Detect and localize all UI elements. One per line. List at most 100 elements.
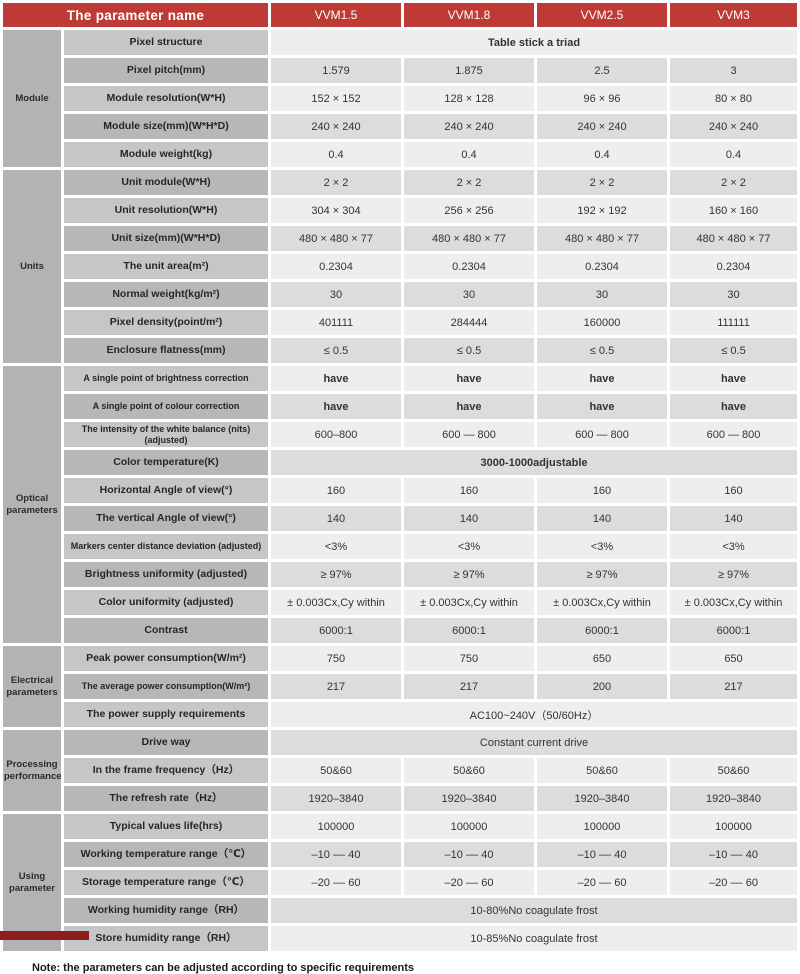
- value-span: 3000-1000adjustable: [271, 450, 797, 475]
- group-label-units: Units: [3, 170, 61, 363]
- value-vvm1.8: <3%: [404, 534, 534, 559]
- value-span: AC100~240V（50/60Hz）: [271, 702, 797, 727]
- value-vvm1.8: 0.4: [404, 142, 534, 167]
- value-vvm1.5: 480 × 480 × 77: [271, 226, 401, 251]
- value-vvm3: 100000: [670, 814, 797, 839]
- value-vvm2.5: 600 — 800: [537, 422, 667, 447]
- group-label-using-parameter: Using parameter: [3, 814, 61, 951]
- value-vvm3: 6000:1: [670, 618, 797, 643]
- value-vvm1.5: 304 × 304: [271, 198, 401, 223]
- value-vvm3: <3%: [670, 534, 797, 559]
- value-vvm2.5: 200: [537, 674, 667, 699]
- value-vvm3: 160 × 160: [670, 198, 797, 223]
- value-vvm1.8: 30: [404, 282, 534, 307]
- value-vvm1.5: ≥ 97%: [271, 562, 401, 587]
- value-vvm1.5: 1920–3840: [271, 786, 401, 811]
- value-vvm1.5: 750: [271, 646, 401, 671]
- model-header-vvm3: VVM3: [670, 3, 797, 27]
- param-label: Contrast: [64, 618, 268, 643]
- value-vvm1.8: 2 × 2: [404, 170, 534, 195]
- param-label: Unit module(W*H): [64, 170, 268, 195]
- value-vvm1.5: –10 –– 40: [271, 842, 401, 867]
- table-row: Working humidity range（RH） 10-80%No coagu…: [3, 898, 797, 923]
- value-vvm1.8: 50&60: [404, 758, 534, 783]
- value-vvm1.8: 750: [404, 646, 534, 671]
- param-label: Drive way: [64, 730, 268, 755]
- value-vvm1.8: 1920–3840: [404, 786, 534, 811]
- value-vvm1.5: 401111: [271, 310, 401, 335]
- value-vvm1.5: <3%: [271, 534, 401, 559]
- table-row: A single point of colour correction have h…: [3, 394, 797, 419]
- value-span: Table stick a triad: [271, 30, 797, 55]
- param-label: Color temperature(K): [64, 450, 268, 475]
- value-vvm3: 480 × 480 × 77: [670, 226, 797, 251]
- value-vvm2.5: 160: [537, 478, 667, 503]
- group-label-processing-performance: Processing performance: [3, 730, 61, 811]
- model-header-vvm1.8: VVM1.8: [404, 3, 534, 27]
- value-vvm3: 30: [670, 282, 797, 307]
- table-row: Storage temperature range（℃） –20 –– 60 –20…: [3, 870, 797, 895]
- value-vvm2.5: 100000: [537, 814, 667, 839]
- table-row: Unit resolution(W*H) 304 × 304 256 × 256 19…: [3, 198, 797, 223]
- value-span: 10-85%No coagulate frost: [271, 926, 797, 951]
- value-vvm3: 140: [670, 506, 797, 531]
- value-vvm1.5: 0.2304: [271, 254, 401, 279]
- table-row: The intensity of the white balance (nits…: [3, 422, 797, 447]
- table-row: Contrast 6000:1 6000:1 6000:1 6000:1: [3, 618, 797, 643]
- value-vvm1.8: have: [404, 366, 534, 391]
- value-vvm1.5: 30: [271, 282, 401, 307]
- value-vvm1.8: 284444: [404, 310, 534, 335]
- value-vvm1.5: 100000: [271, 814, 401, 839]
- param-label: The vertical Angle of view(°): [64, 506, 268, 531]
- param-label: Module weight(kg): [64, 142, 268, 167]
- value-vvm1.8: ≤ 0.5: [404, 338, 534, 363]
- value-vvm1.8: 128 × 128: [404, 86, 534, 111]
- value-vvm1.5: ≤ 0.5: [271, 338, 401, 363]
- value-vvm2.5: 6000:1: [537, 618, 667, 643]
- spec-table: The parameter name VVM1.5 VVM1.8 VVM2.5 VVM3…: [3, 3, 797, 951]
- value-vvm1.5: 240 × 240: [271, 114, 401, 139]
- value-vvm1.8: 160: [404, 478, 534, 503]
- value-vvm1.8: 0.2304: [404, 254, 534, 279]
- parameter-name-header: The parameter name: [3, 3, 268, 27]
- value-vvm2.5: –10 –– 40: [537, 842, 667, 867]
- param-label: Pixel density(point/m²): [64, 310, 268, 335]
- value-vvm3: 600 — 800: [670, 422, 797, 447]
- value-vvm1.8: 240 × 240: [404, 114, 534, 139]
- table-row: Working temperature range（℃） –10 –– 40 –10…: [3, 842, 797, 867]
- group-label-electrical-parameters: Electrical parameters: [3, 646, 61, 727]
- footnote: Note: the parameters can be adjusted acc…: [32, 962, 415, 974]
- value-vvm2.5: have: [537, 366, 667, 391]
- value-vvm3: have: [670, 366, 797, 391]
- table-row: Module Pixel structure Table stick a triad: [3, 30, 797, 167]
- value-vvm2.5: 192 × 192: [537, 198, 667, 223]
- value-vvm1.8: have: [404, 394, 534, 419]
- table-row: Module weight(kg) 0.4 0.4 0.4 0.4: [3, 142, 797, 167]
- value-vvm1.5: 160: [271, 478, 401, 503]
- value-vvm3: 50&60: [670, 758, 797, 783]
- value-vvm2.5: 650: [537, 646, 667, 671]
- value-vvm2.5: 2 × 2: [537, 170, 667, 195]
- table-row: The refresh rate（Hz） 1920–3840 1920–3840 19…: [3, 786, 797, 811]
- value-vvm2.5: 1920–3840: [537, 786, 667, 811]
- param-label: Horizontal Angle of view(°): [64, 478, 268, 503]
- value-vvm1.8: 256 × 256: [404, 198, 534, 223]
- value-vvm3: 3: [670, 58, 797, 83]
- group-label-optical-parameters: Optical parameters: [3, 366, 61, 643]
- table-row: Color temperature(K) 3000-1000adjustable: [3, 450, 797, 475]
- table-row: The unit area(m²) 0.2304 0.2304 0.2304 0.230…: [3, 254, 797, 279]
- param-label: A single point of colour correction: [64, 394, 268, 419]
- value-vvm1.8: ± 0.003Cx,Cy within: [404, 590, 534, 615]
- param-label: Typical values life(hrs): [64, 814, 268, 839]
- table-row: Enclosure flatness(mm) ≤ 0.5 ≤ 0.5 ≤ 0.5 ≤ 0…: [3, 338, 797, 363]
- value-vvm3: –10 –– 40: [670, 842, 797, 867]
- table-row: In the frame frequency（Hz） 50&60 50&60 50&6…: [3, 758, 797, 783]
- value-vvm3: 80 × 80: [670, 86, 797, 111]
- param-label: Module resolution(W*H): [64, 86, 268, 111]
- param-label: Working temperature range（℃）: [64, 842, 268, 867]
- param-label: Storage temperature range（℃）: [64, 870, 268, 895]
- value-vvm2.5: 240 × 240: [537, 114, 667, 139]
- param-label: The intensity of the white balance (nits…: [64, 422, 268, 447]
- table-row: Module resolution(W*H) 152 × 152 128 × 128…: [3, 86, 797, 111]
